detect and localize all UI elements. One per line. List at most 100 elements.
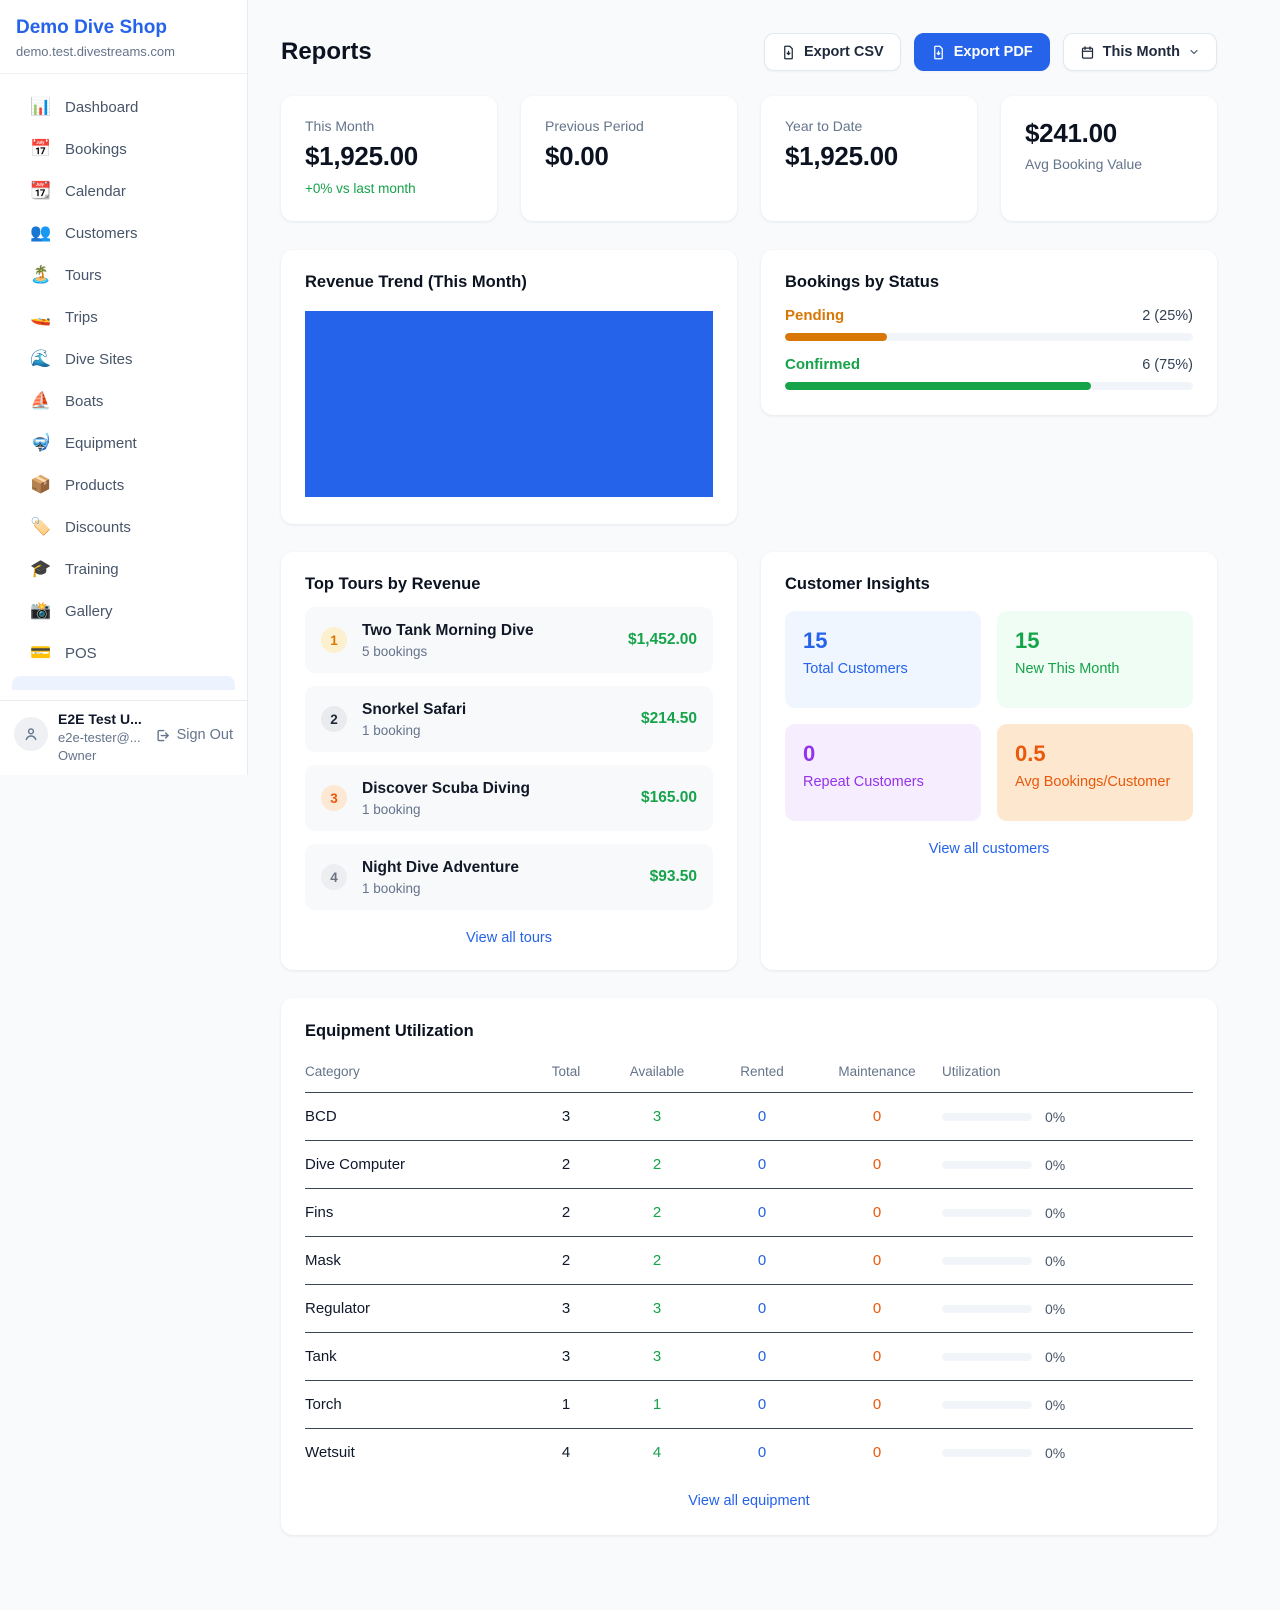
- tour-revenue: $214.50: [640, 710, 697, 727]
- utilization-cell: 0%: [942, 1380, 1193, 1429]
- status-value: 2 (25%): [1142, 308, 1193, 324]
- header-actions: Export CSV Export PDF This Month: [763, 33, 1217, 71]
- stat-label: Avg Booking Value: [1025, 156, 1143, 172]
- equipment-table-header: Category Total Available Rented Maintena…: [305, 1054, 1193, 1093]
- tour-bookings: 1 booking: [362, 880, 421, 896]
- tour-revenue: $165.00: [640, 789, 697, 806]
- total-cell: 3: [530, 1092, 602, 1141]
- total-cell: 4: [561, 1444, 571, 1461]
- status-row-pending: Pending 2 (25%): [785, 307, 1193, 341]
- period-select[interactable]: This Month: [1062, 33, 1217, 71]
- sidebar-item-label: Trips: [65, 308, 98, 326]
- total-cell: 3: [530, 1332, 602, 1381]
- rank-badge: 1: [321, 627, 347, 653]
- insight-tiles: 15 Total Customers 15 New This Month 0 R…: [785, 611, 1193, 821]
- export-pdf-button[interactable]: Export PDF: [913, 33, 1050, 71]
- sidebar-item-label: Bookings: [65, 140, 127, 158]
- sidebar-item-calendar[interactable]: 📆 Calendar: [10, 170, 237, 212]
- sidebar-item-boats[interactable]: ⛵ Boats: [10, 380, 237, 422]
- calendar-icon: [1081, 45, 1093, 59]
- tour-row: 1 Two Tank Morning Dive 5 bookings $1,45…: [305, 607, 713, 673]
- revenue-trend-title: Revenue Trend (This Month): [305, 273, 527, 291]
- sidebar-item-tours[interactable]: 🏝️ Tours: [10, 254, 237, 296]
- sidebar-item-label: Discounts: [65, 518, 131, 536]
- avatar: [14, 717, 48, 751]
- tour-revenue: $93.50: [649, 868, 697, 885]
- user-email: e2e-tester@...: [58, 730, 141, 745]
- sidebar-item-customers[interactable]: 👥 Customers: [10, 212, 237, 254]
- stat-value: $0.00: [545, 141, 609, 171]
- sidebar-item-label: Customers: [65, 224, 138, 242]
- total-cell: 2: [530, 1236, 602, 1285]
- status-label: Confirmed: [785, 356, 860, 373]
- tour-row: 3 Discover Scuba Diving 1 booking $165.0…: [305, 765, 713, 831]
- top-tours-card: Top Tours by Revenue 1 Two Tank Morning …: [281, 552, 737, 970]
- category-cell: BCD: [305, 1092, 530, 1141]
- utilization-track: [942, 1112, 1032, 1121]
- sidebar-item-discounts[interactable]: 🏷️ Discounts: [10, 506, 237, 548]
- view-all-tours-link[interactable]: View all tours: [466, 930, 552, 946]
- main-content: Reports Export CSV Export PDF This Month…: [248, 0, 1280, 1575]
- utilization-percent: 0%: [1045, 1252, 1066, 1269]
- utilization-cell: 0%: [942, 1429, 1193, 1474]
- rank-badge: 4: [321, 864, 347, 890]
- tour-name: Snorkel Safari: [362, 700, 467, 718]
- sidebar-item-gallery[interactable]: 📸 Gallery: [10, 590, 237, 632]
- file-download-icon: [933, 45, 943, 59]
- tile-value: 0.5: [1015, 741, 1046, 766]
- bookings-by-status-card: Bookings by Status Pending 2 (25%) Confi…: [761, 250, 1217, 415]
- sidebar-item-pos[interactable]: 💳 POS: [10, 632, 237, 674]
- tile-value: 0: [803, 741, 816, 766]
- sign-out-button[interactable]: Sign Out: [155, 727, 233, 743]
- utilization-percent: 0%: [1045, 1348, 1066, 1365]
- tour-bookings: 1 booking: [362, 801, 421, 817]
- category-cell: Fins: [305, 1188, 530, 1237]
- utilization-track: [942, 1304, 1032, 1313]
- export-csv-label: Export CSV: [803, 44, 884, 60]
- sidebar-item-label: Dive Sites: [65, 350, 133, 368]
- total-cell: 3: [530, 1284, 602, 1333]
- utilization-percent: 0%: [1045, 1156, 1066, 1173]
- status-label: Pending: [785, 307, 845, 324]
- sidebar-item-dive-sites[interactable]: 🌊 Dive Sites: [10, 338, 237, 380]
- tour-bookings: 1 booking: [362, 722, 421, 738]
- view-all-customers-link[interactable]: View all customers: [928, 841, 1050, 857]
- products-icon: 📦: [30, 475, 52, 494]
- maintenance-cell: 0: [812, 1140, 942, 1189]
- sidebar-item-dashboard[interactable]: 📊 Dashboard: [10, 86, 237, 128]
- available-cell: 1: [602, 1380, 712, 1429]
- maintenance-cell: 0: [812, 1380, 942, 1429]
- customer-insights-card: Customer Insights 15 Total Customers 15 …: [761, 552, 1217, 970]
- sidebar-item-partial[interactable]: [12, 676, 235, 690]
- tour-row: 2 Snorkel Safari 1 booking $214.50: [305, 686, 713, 752]
- utilization-track: [942, 1400, 1032, 1409]
- sign-out-label: Sign Out: [176, 727, 233, 743]
- tile-total-customers: 15 Total Customers: [785, 611, 981, 708]
- tour-name: Two Tank Morning Dive: [362, 621, 534, 639]
- sidebar-item-training[interactable]: 🎓 Training: [10, 548, 237, 590]
- sidebar-item-trips[interactable]: 🚤 Trips: [10, 296, 237, 338]
- sidebar-item-label: Dashboard: [65, 98, 139, 116]
- view-all-equipment-link[interactable]: View all equipment: [688, 1493, 810, 1509]
- stat-cards: This Month $1,925.00 +0% vs last month P…: [281, 96, 1217, 221]
- sidebar-item-bookings[interactable]: 📅 Bookings: [10, 128, 237, 170]
- export-csv-button[interactable]: Export CSV: [763, 33, 901, 71]
- maintenance-cell: 0: [812, 1092, 942, 1141]
- sidebar-item-label: Products: [65, 476, 125, 494]
- maintenance-cell: 0: [812, 1188, 942, 1237]
- sidebar-item-label: POS: [65, 644, 97, 662]
- sidebar-item-equipment[interactable]: 🤿 Equipment: [10, 422, 237, 464]
- customer-insights-title: Customer Insights: [785, 575, 930, 593]
- customers-icon: 👥: [30, 223, 52, 242]
- dive-sites-icon: 🌊: [30, 349, 52, 368]
- col-available: Available: [602, 1054, 712, 1093]
- bookings-by-status-title: Bookings by Status: [785, 273, 940, 291]
- revenue-trend-card: Revenue Trend (This Month): [281, 250, 737, 524]
- total-cell: 2: [530, 1188, 602, 1237]
- sidebar-item-products[interactable]: 📦 Products: [10, 464, 237, 506]
- page-header: Reports Export CSV Export PDF This Month: [281, 33, 1217, 71]
- col-utilization: Utilization: [942, 1054, 1193, 1093]
- page-title: Reports: [281, 38, 372, 65]
- col-total: Total: [530, 1054, 602, 1093]
- sidebar-item-label: Gallery: [65, 602, 113, 620]
